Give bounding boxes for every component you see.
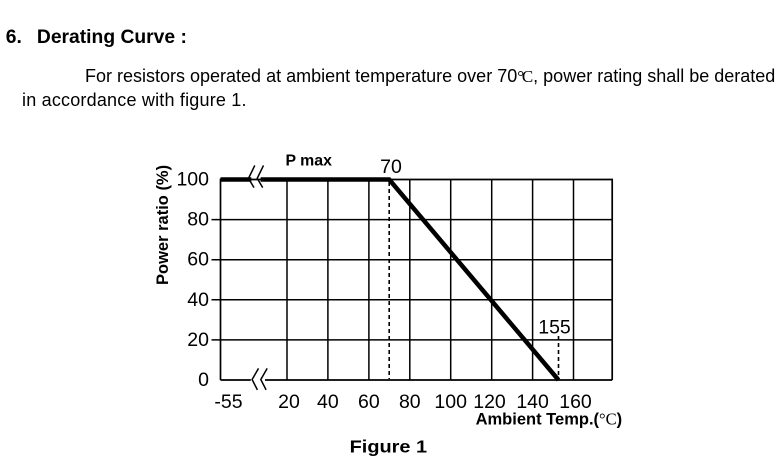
svg-text:100: 100	[176, 169, 209, 191]
svg-text:40: 40	[317, 391, 339, 413]
svg-text:60: 60	[187, 249, 209, 271]
svg-text:20: 20	[278, 391, 300, 413]
svg-text:60: 60	[358, 391, 380, 413]
svg-text:20: 20	[187, 329, 209, 351]
svg-text:80: 80	[399, 391, 421, 413]
svg-text:40: 40	[187, 289, 209, 311]
svg-text:140: 140	[516, 391, 549, 413]
svg-text:80: 80	[187, 209, 209, 231]
svg-text:-55: -55	[214, 391, 242, 413]
svg-text:Ambient Temp.(°C): Ambient Temp.(°C)	[476, 410, 623, 429]
svg-text:70: 70	[380, 156, 402, 178]
svg-text:100: 100	[434, 391, 467, 413]
svg-text:Power ratio (%): Power ratio (%)	[154, 165, 172, 285]
svg-text:160: 160	[559, 391, 592, 413]
svg-text:155: 155	[538, 317, 571, 339]
svg-text:Figure 1: Figure 1	[350, 437, 428, 457]
svg-text:P max: P max	[286, 152, 332, 169]
svg-text:120: 120	[473, 391, 506, 413]
svg-text:0: 0	[198, 369, 209, 391]
